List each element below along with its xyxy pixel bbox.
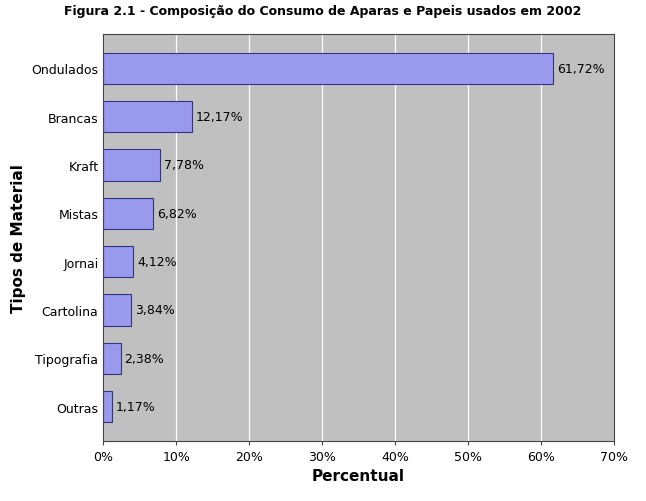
Bar	[103, 246, 133, 278]
X-axis label: Percentual: Percentual	[312, 468, 405, 483]
Text: 61,72%: 61,72%	[557, 63, 605, 76]
Text: 2,38%: 2,38%	[125, 352, 164, 365]
Text: 4,12%: 4,12%	[137, 256, 176, 269]
Bar	[103, 150, 160, 181]
Bar	[103, 102, 192, 133]
Bar	[103, 343, 121, 374]
Bar	[103, 198, 153, 229]
Text: 3,84%: 3,84%	[135, 304, 175, 317]
Text: 7,78%: 7,78%	[163, 159, 203, 172]
Text: 12,17%: 12,17%	[196, 111, 244, 124]
Y-axis label: Tipos de Material: Tipos de Material	[11, 164, 26, 312]
Text: Figura 2.1 - Composição do Consumo de Aparas e Papeis usados em 2002: Figura 2.1 - Composição do Consumo de Ap…	[65, 5, 581, 18]
Bar	[103, 391, 112, 422]
Text: 6,82%: 6,82%	[157, 207, 196, 220]
Bar	[103, 295, 131, 326]
Text: 1,17%: 1,17%	[116, 400, 155, 413]
Bar	[103, 54, 554, 85]
